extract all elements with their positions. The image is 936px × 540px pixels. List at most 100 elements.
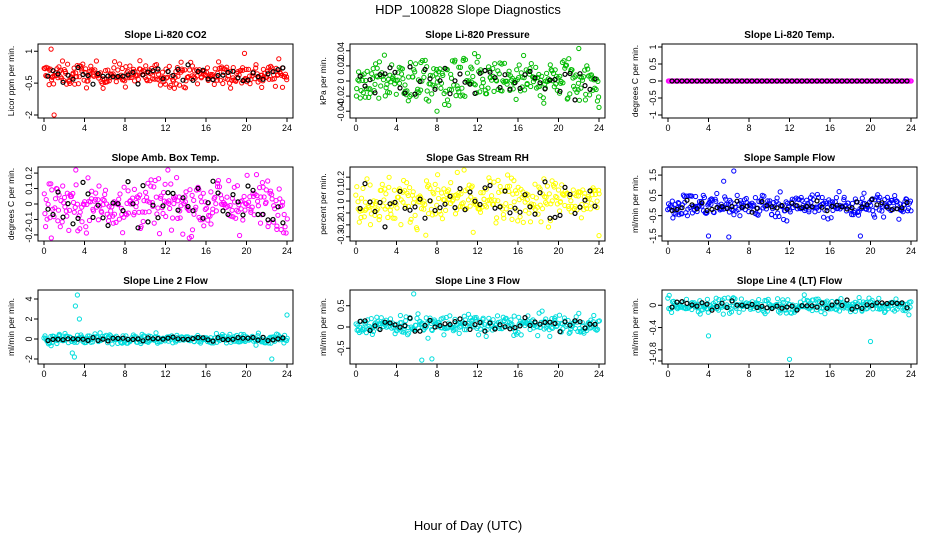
- data-point: [100, 85, 106, 91]
- y-tick-label: -0.02: [336, 86, 346, 107]
- data-point: [178, 59, 184, 65]
- data-point: [859, 195, 865, 201]
- data-point: [96, 183, 102, 189]
- black-point: [497, 322, 503, 328]
- black-point: [899, 78, 905, 84]
- data-point: [404, 180, 410, 186]
- data-point: [175, 215, 181, 221]
- black-point: [110, 200, 116, 206]
- data-point: [97, 330, 103, 336]
- black-point: [864, 78, 870, 84]
- data-point: [521, 75, 527, 81]
- black-point: [372, 90, 378, 96]
- black-point: [814, 78, 820, 84]
- data-point: [374, 65, 380, 71]
- black-point: [70, 221, 76, 227]
- data-point: [819, 194, 825, 201]
- black-point: [874, 78, 880, 84]
- black-point: [754, 205, 760, 211]
- data-point: [746, 209, 752, 215]
- outlier-point: [596, 104, 602, 111]
- data-point: [106, 214, 113, 220]
- data-point: [153, 330, 159, 336]
- data-point: [225, 203, 231, 209]
- black-point: [547, 215, 553, 221]
- y-tick-label: 0.2: [24, 167, 34, 180]
- black-point: [487, 320, 493, 326]
- black-point: [674, 299, 680, 305]
- black-point: [362, 181, 368, 187]
- black-point: [407, 315, 413, 321]
- data-point: [80, 61, 86, 67]
- data-point: [110, 71, 116, 77]
- data-point: [511, 313, 517, 319]
- black-point: [477, 201, 483, 208]
- y-tick-label: 1: [648, 44, 658, 49]
- y-tick-label: 0.2: [336, 171, 346, 184]
- black-point: [205, 76, 211, 82]
- black-point: [105, 73, 111, 79]
- black-point: [397, 188, 403, 194]
- black-point: [140, 338, 146, 344]
- data-point: [102, 191, 108, 198]
- data-point: [73, 182, 79, 188]
- x-tick-label: 16: [201, 369, 211, 379]
- black-point: [462, 79, 468, 85]
- x-tick-label: 24: [906, 369, 916, 379]
- black-point: [849, 205, 855, 211]
- black-point: [567, 322, 573, 328]
- data-point: [424, 88, 430, 94]
- data-point: [670, 215, 676, 221]
- black-point: [260, 211, 266, 217]
- y-axis-label: ml/min per min.: [630, 298, 640, 356]
- black-point: [125, 179, 131, 185]
- data-point: [248, 207, 254, 213]
- data-point: [472, 51, 478, 57]
- data-point: [442, 101, 448, 108]
- data-point: [461, 327, 468, 333]
- data-point: [583, 202, 589, 208]
- black-point: [482, 328, 488, 334]
- data-point: [884, 194, 891, 200]
- black-point: [759, 198, 765, 205]
- black-point: [729, 204, 735, 210]
- black-point: [255, 211, 261, 218]
- data-point: [263, 187, 269, 193]
- black-point: [502, 324, 508, 330]
- x-tick-label: 8: [434, 123, 439, 133]
- black-point: [60, 214, 66, 220]
- black-point: [784, 304, 790, 310]
- data-point: [592, 85, 598, 91]
- data-point: [470, 73, 476, 80]
- black-point: [150, 68, 156, 74]
- black-point: [180, 195, 186, 201]
- data-point: [448, 71, 454, 77]
- data-point: [253, 65, 259, 71]
- y-tick-label: -0.5: [336, 340, 346, 356]
- data-point: [453, 93, 459, 99]
- black-point: [160, 336, 166, 342]
- data-point: [415, 311, 421, 317]
- black-point: [889, 207, 895, 213]
- data-point: [56, 192, 62, 198]
- black-point: [502, 72, 508, 78]
- data-point: [391, 324, 397, 331]
- data-point: [427, 315, 433, 321]
- outlier-point: [241, 50, 248, 57]
- x-tick-label: 20: [241, 369, 251, 379]
- data-point: [443, 207, 449, 213]
- black-point: [774, 78, 780, 84]
- data-point: [60, 183, 66, 189]
- data-point: [412, 212, 418, 218]
- data-point: [427, 185, 433, 192]
- black-point: [904, 78, 910, 84]
- data-point: [908, 208, 914, 214]
- y-tick-label: 1.5: [648, 169, 658, 182]
- black-point: [55, 189, 61, 195]
- data-point: [459, 85, 465, 91]
- black-point: [230, 68, 236, 74]
- data-point: [198, 194, 204, 200]
- data-point: [581, 74, 587, 80]
- black-point: [794, 307, 800, 313]
- data-point: [43, 224, 49, 230]
